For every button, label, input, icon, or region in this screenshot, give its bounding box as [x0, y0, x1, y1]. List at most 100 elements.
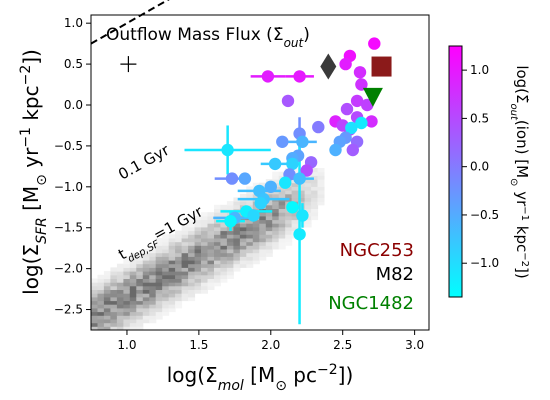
density-cell — [259, 212, 267, 217]
density-cell — [298, 190, 306, 195]
density-cell — [168, 238, 176, 243]
density-cell — [129, 267, 137, 272]
density-cell — [304, 179, 312, 184]
density-cell — [162, 234, 170, 239]
density-cell — [252, 230, 260, 235]
colorbar-label-mid2: yr — [513, 186, 531, 207]
density-cell — [168, 296, 176, 302]
density-cell — [207, 212, 215, 217]
density-cell — [194, 223, 202, 228]
data-point-8 — [350, 94, 364, 108]
chart-title-symbol: Σ̇ — [273, 25, 284, 45]
density-cell — [278, 204, 286, 209]
density-cell — [214, 238, 221, 243]
density-cell — [207, 219, 215, 224]
density-cell — [201, 282, 208, 287]
density-cell — [226, 201, 234, 206]
density-cell — [149, 296, 157, 302]
density-cell — [214, 245, 221, 250]
data-point-10 — [340, 102, 354, 116]
density-cell — [194, 282, 202, 287]
density-cell — [155, 278, 163, 283]
density-cell — [175, 274, 183, 279]
density-cell — [252, 241, 260, 246]
density-cell — [142, 285, 150, 290]
density-cell — [155, 315, 163, 320]
density-cell — [116, 274, 124, 279]
density-cell — [214, 204, 221, 209]
density-cell — [116, 296, 124, 302]
density-cell — [97, 274, 105, 279]
density-cell — [285, 226, 293, 232]
density-cell — [285, 215, 293, 221]
density-cell — [116, 278, 124, 283]
density-cell — [110, 300, 118, 305]
density-cell — [214, 278, 221, 283]
density-cell — [155, 274, 163, 279]
galaxy-label-m82: M82 — [376, 264, 414, 285]
density-cell — [317, 201, 325, 206]
colorbar-label-sym: Σ̇ — [513, 94, 531, 103]
density-cell — [259, 252, 267, 257]
y-axis: −2.5 −2.0 −1.5 −1.0 −0.5 0.0 0.5 1.0 — [54, 16, 91, 317]
density-cell — [162, 293, 170, 298]
density-cell — [129, 304, 137, 309]
density-cell — [103, 326, 111, 331]
density-cell — [188, 260, 196, 265]
density-cell — [142, 267, 150, 272]
density-cell — [278, 245, 286, 250]
density-cell — [194, 260, 202, 265]
density-cell — [259, 241, 267, 246]
density-cell — [136, 300, 144, 305]
density-cell — [155, 296, 163, 302]
density-cell — [123, 326, 131, 331]
density-cell — [162, 249, 170, 254]
y-axis-label-sup2: −2 — [18, 65, 34, 86]
density-cell — [175, 252, 183, 257]
density-cell — [162, 274, 170, 279]
density-cell — [311, 168, 319, 173]
density-cell — [188, 238, 196, 243]
density-cell — [214, 208, 221, 213]
density-cell — [311, 193, 319, 198]
density-cell — [311, 186, 319, 191]
density-cell — [175, 293, 183, 298]
density-cell — [252, 249, 260, 254]
density-cell — [265, 215, 273, 221]
density-cell — [181, 260, 189, 265]
density-cell — [246, 238, 254, 243]
density-cell — [149, 256, 157, 261]
density-cell — [252, 223, 260, 228]
x-tick-label: 2.5 — [333, 338, 352, 352]
density-cell — [207, 263, 215, 268]
data-point-37 — [221, 143, 234, 157]
density-cell — [162, 263, 170, 268]
galaxy-markers — [120, 53, 392, 107]
marker-ngc1482 — [362, 87, 383, 107]
density-cell — [233, 234, 241, 239]
density-cell — [246, 252, 254, 257]
density-cell — [136, 252, 144, 257]
data-point-9 — [361, 98, 374, 112]
density-cell — [142, 315, 150, 320]
density-cell — [181, 249, 189, 254]
density-cell — [103, 300, 111, 305]
density-cell — [317, 179, 325, 184]
density-cell — [103, 293, 111, 298]
density-cell — [175, 234, 183, 239]
density-cell — [246, 263, 254, 268]
density-cell — [103, 322, 111, 327]
density-cell — [155, 267, 163, 272]
density-cell — [142, 252, 150, 257]
y-axis-label-mid2: yr — [19, 147, 43, 174]
density-cell — [142, 263, 150, 268]
density-cell — [246, 226, 254, 232]
density-cell — [97, 278, 105, 283]
density-cell — [252, 226, 260, 232]
density-cell — [123, 256, 131, 261]
y-tick-label: 0.5 — [64, 57, 83, 71]
density-cell — [123, 293, 131, 298]
density-cell — [168, 304, 176, 309]
density-cell — [233, 267, 241, 272]
density-cell — [226, 238, 234, 243]
